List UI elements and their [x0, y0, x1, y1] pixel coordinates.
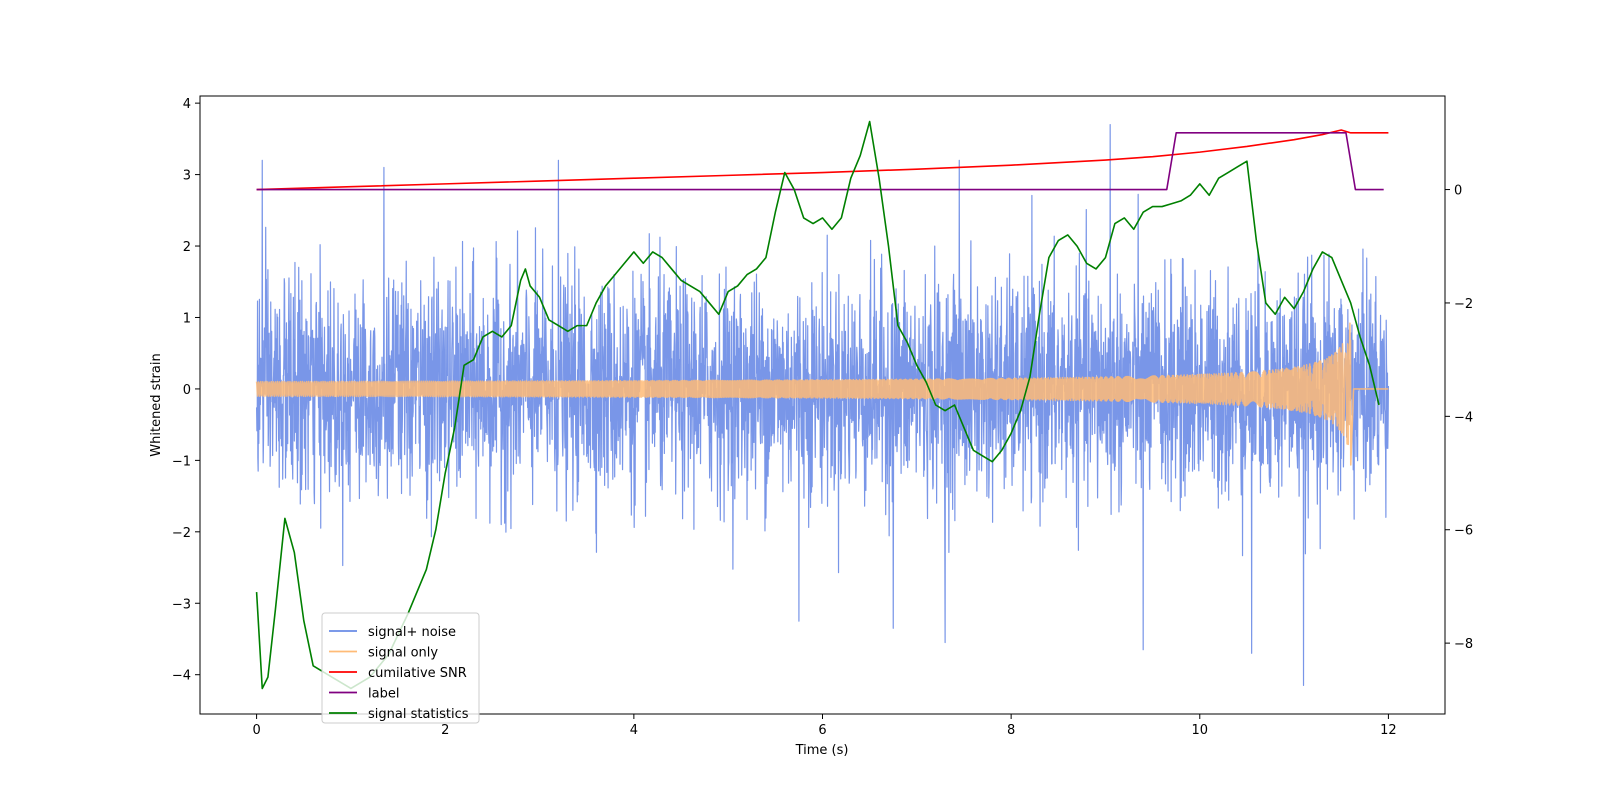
y-tick-label: 2	[183, 240, 191, 255]
x-tick-label: 6	[818, 723, 826, 738]
x-tick-label: 8	[1007, 723, 1015, 738]
y-axis-label: Whitened strain	[149, 353, 164, 456]
y-tick-label: −3	[172, 597, 191, 612]
y-right-tick-label: 0	[1454, 184, 1462, 199]
y-axis-right: −8 −6 −4 −2 0	[1445, 184, 1473, 652]
y-right-tick-label: −6	[1454, 524, 1473, 539]
legend-label: signal statistics	[368, 707, 469, 722]
legend-box	[321, 612, 480, 724]
y-right-tick-label: −4	[1454, 410, 1473, 425]
series-line-signal-only	[255, 322, 1389, 466]
x-axis-label: Time (s)	[795, 743, 849, 758]
series-line-label	[256, 132, 1384, 191]
y-right-tick-label: −8	[1454, 637, 1473, 652]
legend-label: label	[368, 687, 399, 702]
y-axis-left: −4 −3 −2 −1 0 1 2 3 4	[172, 97, 200, 684]
legend: signal+ noise signal only cumilative SNR la…	[321, 612, 480, 724]
series-line-signal-statistics	[255, 120, 1380, 690]
y-tick-label: 1	[183, 311, 191, 326]
y-right-tick-label: −2	[1454, 297, 1473, 312]
y-tick-label: −4	[172, 669, 191, 684]
y-tick-label: 3	[183, 169, 191, 184]
x-tick-label: 10	[1191, 723, 1208, 738]
x-tick-label: 12	[1380, 723, 1397, 738]
y-tick-label: 4	[183, 97, 191, 112]
legend-label: signal only	[368, 646, 438, 661]
y-tick-label: 0	[183, 383, 191, 398]
legend-label: cumilative SNR	[368, 666, 467, 681]
x-tick-label: 0	[252, 723, 260, 738]
series-line-cumilative-snr	[256, 129, 1389, 191]
y-tick-label: −1	[172, 454, 191, 469]
x-tick-label: 2	[441, 723, 449, 738]
legend-label: signal+ noise	[368, 625, 456, 640]
series-layer	[255, 120, 1390, 690]
x-tick-label: 4	[630, 723, 638, 738]
y-tick-label: −2	[172, 526, 191, 541]
